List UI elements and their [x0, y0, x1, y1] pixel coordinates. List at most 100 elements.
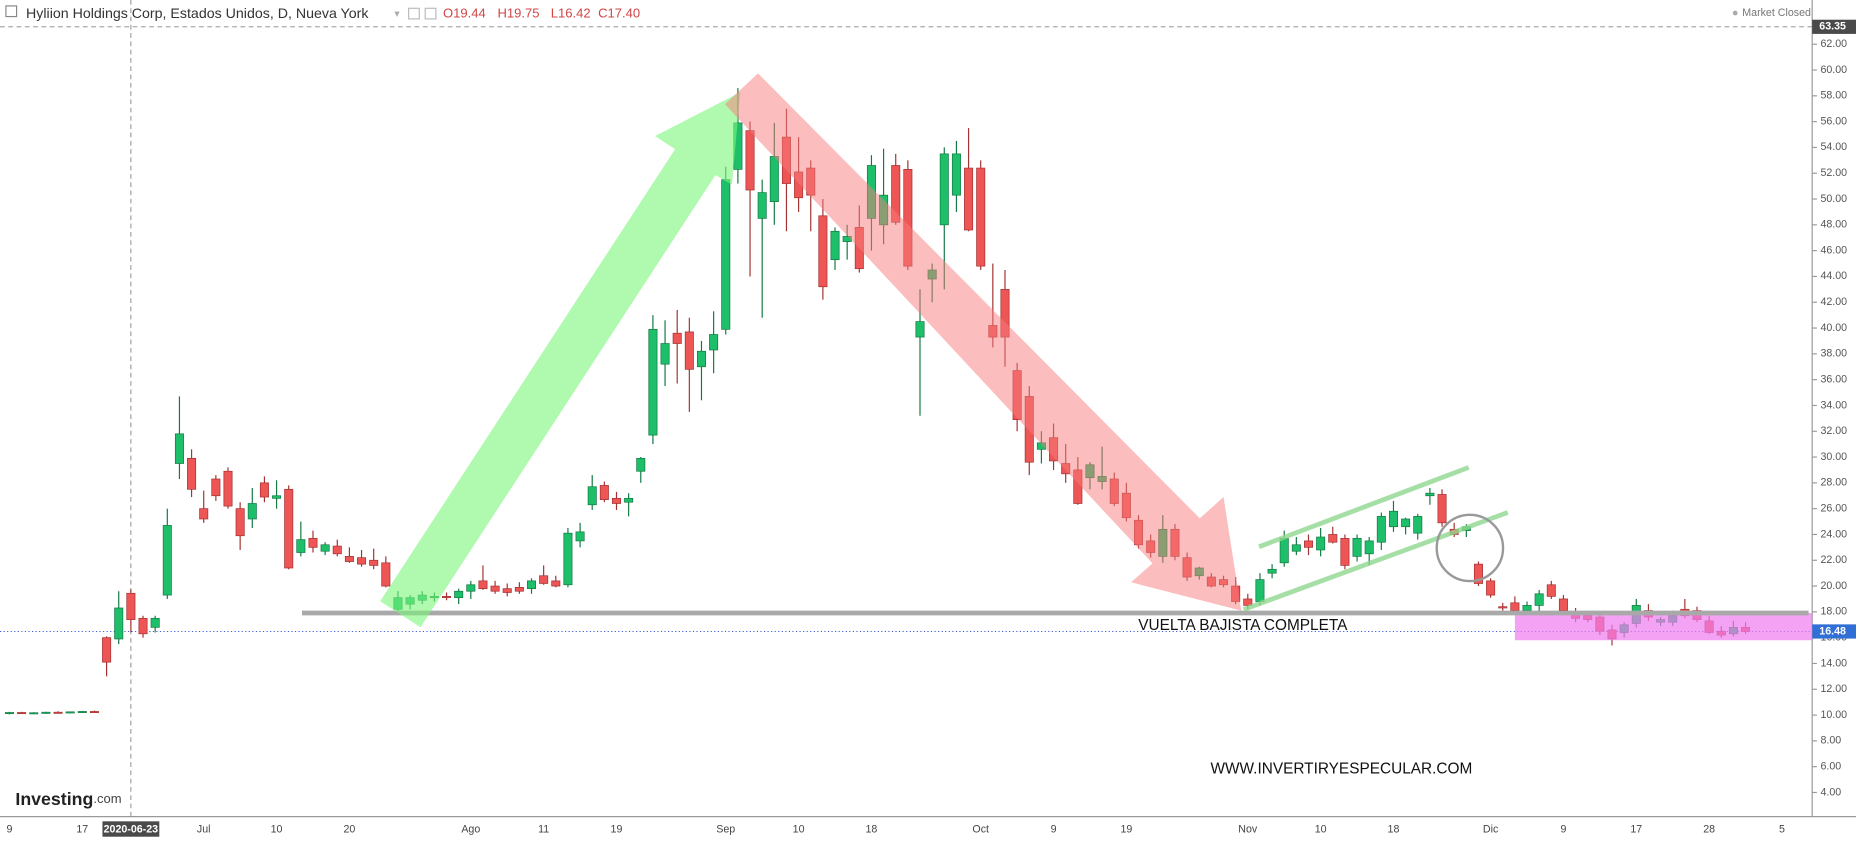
candle-body [41, 711, 51, 714]
candle-body [1279, 537, 1289, 564]
candle-body [1437, 494, 1447, 524]
candle-body [187, 457, 197, 490]
candle-body [1364, 540, 1374, 555]
candle-body [1486, 580, 1496, 596]
crosshair-price-label: 63.35 [1819, 21, 1846, 33]
candle-body [1255, 579, 1265, 602]
y-tick-label: 10.00 [1820, 709, 1847, 721]
crosshair-date-box [102, 821, 160, 837]
y-tick-label: 12.00 [1820, 683, 1847, 695]
candle-body [369, 559, 379, 566]
status-dot [1732, 10, 1738, 16]
candle-body [296, 539, 306, 553]
candle-body [65, 711, 75, 714]
candle-body [174, 433, 184, 464]
candle-body [235, 508, 245, 537]
y-tick-label: 38.00 [1820, 348, 1847, 360]
y-tick-label: 18.00 [1820, 606, 1847, 618]
candle-body [1558, 598, 1568, 611]
candle-body [964, 167, 974, 231]
candle-body [1498, 606, 1508, 609]
candle-body [1401, 518, 1411, 528]
candle-body [721, 179, 731, 330]
candle-body [539, 575, 549, 584]
candle-body [442, 596, 452, 599]
candle-body [648, 328, 658, 436]
x-tick-label: 5 [1779, 823, 1785, 835]
candle-body [1376, 516, 1386, 543]
down-arrow [724, 73, 1242, 611]
x-tick-label: 17 [1630, 823, 1642, 835]
x-tick-label: Dic [1483, 823, 1499, 835]
candle-body [454, 590, 464, 599]
candle-body [1425, 492, 1435, 497]
x-tick-label: Ago [461, 823, 480, 835]
candle-body [1510, 602, 1520, 611]
y-tick-label: 14.00 [1820, 657, 1847, 669]
candle-body [660, 343, 670, 365]
header-button[interactable] [408, 7, 420, 20]
channel-line [1242, 510, 1509, 612]
y-tick-label: 62.00 [1820, 38, 1847, 50]
y-tick-label: 24.00 [1820, 528, 1847, 540]
candle-body [4, 712, 14, 715]
range-zone [1514, 613, 1813, 641]
candle-body [259, 482, 269, 498]
candle-body [272, 495, 282, 499]
candle-body [502, 588, 512, 593]
x-tick-label: Jul [197, 823, 211, 835]
candle-body [624, 497, 634, 503]
candle-body [284, 488, 294, 569]
y-tick-label: 4.00 [1820, 786, 1841, 798]
candle-body [818, 215, 828, 288]
logo: Investing.com [15, 789, 121, 809]
candle-body [466, 584, 476, 592]
x-tick-label: 18 [866, 823, 878, 835]
logo-suffix: .com [93, 791, 121, 806]
candle-body [1522, 605, 1532, 611]
annotation: WWW.INVERTIRYESPECULAR.COM [1210, 760, 1472, 777]
y-tick-label: 26.00 [1820, 502, 1847, 514]
y-tick-label: 30.00 [1820, 451, 1847, 463]
candle-body [769, 156, 779, 202]
y-tick-label: 50.00 [1820, 193, 1847, 205]
candle-body [599, 485, 609, 500]
logo-name: Investing [15, 789, 93, 809]
x-tick-label: 9 [7, 823, 13, 835]
candle-body [162, 525, 172, 596]
candle-body [1303, 540, 1313, 548]
header-icon [5, 5, 18, 18]
candle-body [478, 580, 488, 589]
candle-body [247, 503, 257, 520]
candle-body [830, 230, 840, 261]
y-tick-label: 20.00 [1820, 580, 1847, 592]
header-close: C17.40 [598, 6, 640, 21]
last-price-label: 16.48 [1819, 625, 1846, 637]
header-dropdown[interactable]: ▾ [394, 8, 400, 20]
last-price-box [1812, 624, 1856, 639]
y-tick-label: 48.00 [1820, 219, 1847, 231]
candle-body [1328, 534, 1338, 543]
header-button[interactable] [424, 7, 437, 20]
header-high: H19.75 [497, 6, 539, 21]
x-tick-label: 18 [1388, 823, 1400, 835]
candle-body [223, 470, 233, 507]
y-tick-label: 34.00 [1820, 399, 1847, 411]
candle-body [344, 556, 354, 562]
candle-body [53, 711, 63, 714]
y-tick-label: 44.00 [1820, 270, 1847, 282]
y-tick-label: 52.00 [1820, 167, 1847, 179]
x-tick-label: 19 [1120, 823, 1132, 835]
candle-body [357, 557, 367, 565]
candle-body [575, 531, 585, 542]
candle-body [951, 153, 961, 196]
x-tick-label: 11 [538, 823, 549, 835]
x-tick-label: 28 [1703, 823, 1715, 835]
y-tick-label: 8.00 [1820, 735, 1841, 747]
x-tick-label: 10 [1315, 823, 1327, 835]
candle-body [757, 192, 767, 219]
candle-body [696, 350, 706, 368]
y-tick-label: 28.00 [1820, 477, 1847, 489]
